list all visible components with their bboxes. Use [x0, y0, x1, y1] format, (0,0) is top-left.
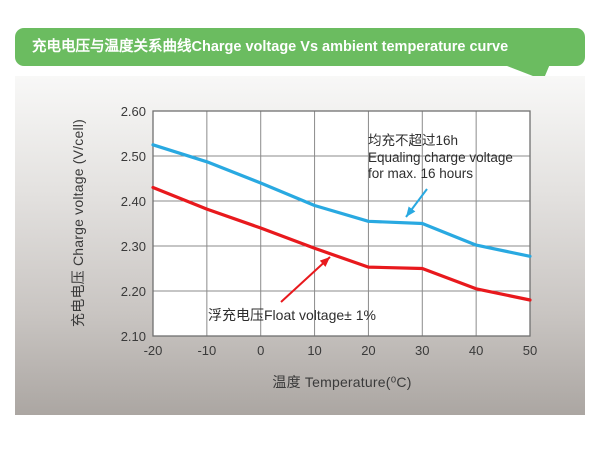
chart-panel	[15, 76, 585, 415]
y-tick-label: 2.20	[120, 283, 146, 299]
y-tick-label: 2.50	[120, 148, 146, 164]
annotation-equalize-line-2: Equaling charge voltage	[368, 149, 513, 165]
title-banner: 充电电压与温度关系曲线Charge voltage Vs ambient tem…	[15, 28, 585, 66]
annotation-equalize-line-3: for max. 16 hours	[368, 166, 474, 181]
x-tick-label: -20	[143, 343, 163, 358]
x-axis-title: 温度 Temperature(⁰C)	[272, 374, 412, 390]
y-tick-label: 2.10	[120, 328, 146, 344]
x-tick-label: 0	[257, 343, 265, 358]
annotation-float-voltage: 浮充电压Float voltage± 1%	[208, 307, 376, 323]
y-tick-label: 2.40	[120, 193, 146, 209]
x-tick-label: 50	[522, 343, 538, 358]
x-tick-label: 30	[415, 343, 430, 358]
x-tick-label: 40	[468, 343, 484, 358]
y-tick-label: 2.60	[120, 103, 146, 119]
annotation-equalize-line-1: 均充不超过16h	[368, 133, 459, 148]
page-title: 充电电压与温度关系曲线Charge voltage Vs ambient tem…	[32, 39, 509, 55]
y-axis-title: 充电电压 Charge voltage (V/cell)	[70, 119, 86, 327]
annotation-equalize-charge: 均充不超过16h Equaling charge voltage for max…	[368, 133, 513, 183]
x-tick-label: -10	[197, 343, 217, 358]
x-tick-label: 20	[361, 343, 376, 358]
x-tick-label: 10	[307, 343, 322, 358]
y-tick-label: 2.30	[120, 238, 146, 254]
